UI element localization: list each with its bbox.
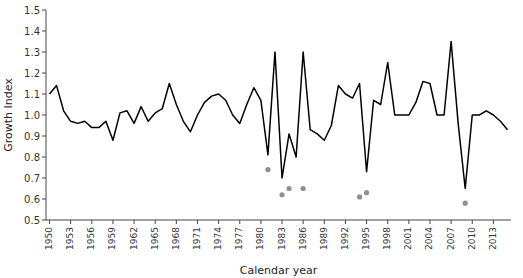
x-tick: [49, 220, 50, 224]
x-tick-label: 1965: [150, 227, 160, 250]
x-tick: [345, 220, 346, 224]
x-tick-label: 1968: [171, 227, 181, 250]
y-tick: [42, 136, 46, 137]
y-tick-label: 1.4: [24, 26, 40, 37]
x-tick: [91, 220, 92, 224]
x-tick: [387, 220, 388, 224]
x-tick: [472, 220, 473, 224]
x-tick: [429, 220, 430, 224]
x-tick-label: 1950: [44, 227, 54, 250]
x-tick-label: 2001: [403, 227, 413, 250]
x-tick: [239, 220, 240, 224]
plot-area: [50, 42, 508, 206]
x-tick: [451, 220, 452, 224]
y-tick: [42, 52, 46, 53]
x-tick-label: 1980: [255, 227, 265, 250]
x-tick: [176, 220, 177, 224]
x-tick-label: 1989: [319, 227, 329, 250]
chart: 0.5 0.6 0.7 0.8 0.9 1.0 1.1 1.2 1.3 1.4 1.5 1950 195…: [0, 0, 523, 278]
x-tick-label: 1974: [213, 227, 223, 250]
dot: [364, 190, 369, 195]
y-tick-label: 0.9: [24, 131, 40, 142]
x-tick-label: 1986: [298, 227, 308, 250]
x-tick-label: 1998: [382, 227, 392, 250]
y-tick-label: 1.0: [24, 110, 40, 121]
x-tick: [324, 220, 325, 224]
x-tick-label: 1983: [277, 227, 287, 250]
y-tick-label: 0.7: [24, 173, 40, 184]
x-axis-label: Calendar year: [240, 264, 318, 277]
x-tick: [218, 220, 219, 224]
y-tick: [42, 199, 46, 200]
x-tick: [303, 220, 304, 224]
y-tick-label: 1.2: [24, 68, 40, 79]
y-tick-label: 0.8: [24, 152, 40, 163]
x-tick: [282, 220, 283, 224]
x-tick-label: 2007: [446, 227, 456, 250]
y-tick-label: 0.5: [24, 215, 40, 226]
y-tick: [42, 73, 46, 74]
x-tick: [493, 220, 494, 224]
y-tick: [42, 157, 46, 158]
y-tick-label: 1.3: [24, 47, 40, 58]
y-tick: [42, 94, 46, 95]
y-tick: [42, 31, 46, 32]
y-tick: [42, 10, 46, 11]
x-tick-label: 2010: [467, 227, 477, 250]
x-axis-line: [46, 220, 511, 221]
x-tick: [197, 220, 198, 224]
x-tick: [112, 220, 113, 224]
x-tick-label: 1995: [361, 227, 371, 250]
x-tick-label: 1959: [107, 227, 117, 250]
dot: [279, 192, 284, 197]
dot: [357, 194, 362, 199]
y-tick-label: 1.5: [24, 5, 40, 16]
x-tick-label: 2004: [424, 227, 434, 250]
y-tick: [42, 178, 46, 179]
x-tick: [155, 220, 156, 224]
line: [50, 42, 508, 189]
x-tick: [70, 220, 71, 224]
x-tick-label: 1992: [340, 227, 350, 250]
x-tick: [260, 220, 261, 224]
dot: [265, 167, 270, 172]
x-tick: [134, 220, 135, 224]
x-tick-label: 1953: [65, 227, 75, 250]
y-tick-label: 1.1: [24, 89, 40, 100]
dot: [301, 186, 306, 191]
dot: [463, 201, 468, 206]
y-axis-label: Growth Index: [2, 78, 15, 152]
dot: [286, 186, 291, 191]
y-tick-label: 0.6: [24, 194, 40, 205]
x-tick: [408, 220, 409, 224]
x-tick-label: 1962: [129, 227, 139, 250]
y-tick: [42, 115, 46, 116]
x-tick-label: 1971: [192, 227, 202, 250]
x-tick: [366, 220, 367, 224]
x-tick-label: 2013: [488, 227, 498, 250]
x-tick-label: 1977: [234, 227, 244, 250]
y-tick: [42, 220, 46, 221]
x-tick-label: 1956: [86, 227, 96, 250]
